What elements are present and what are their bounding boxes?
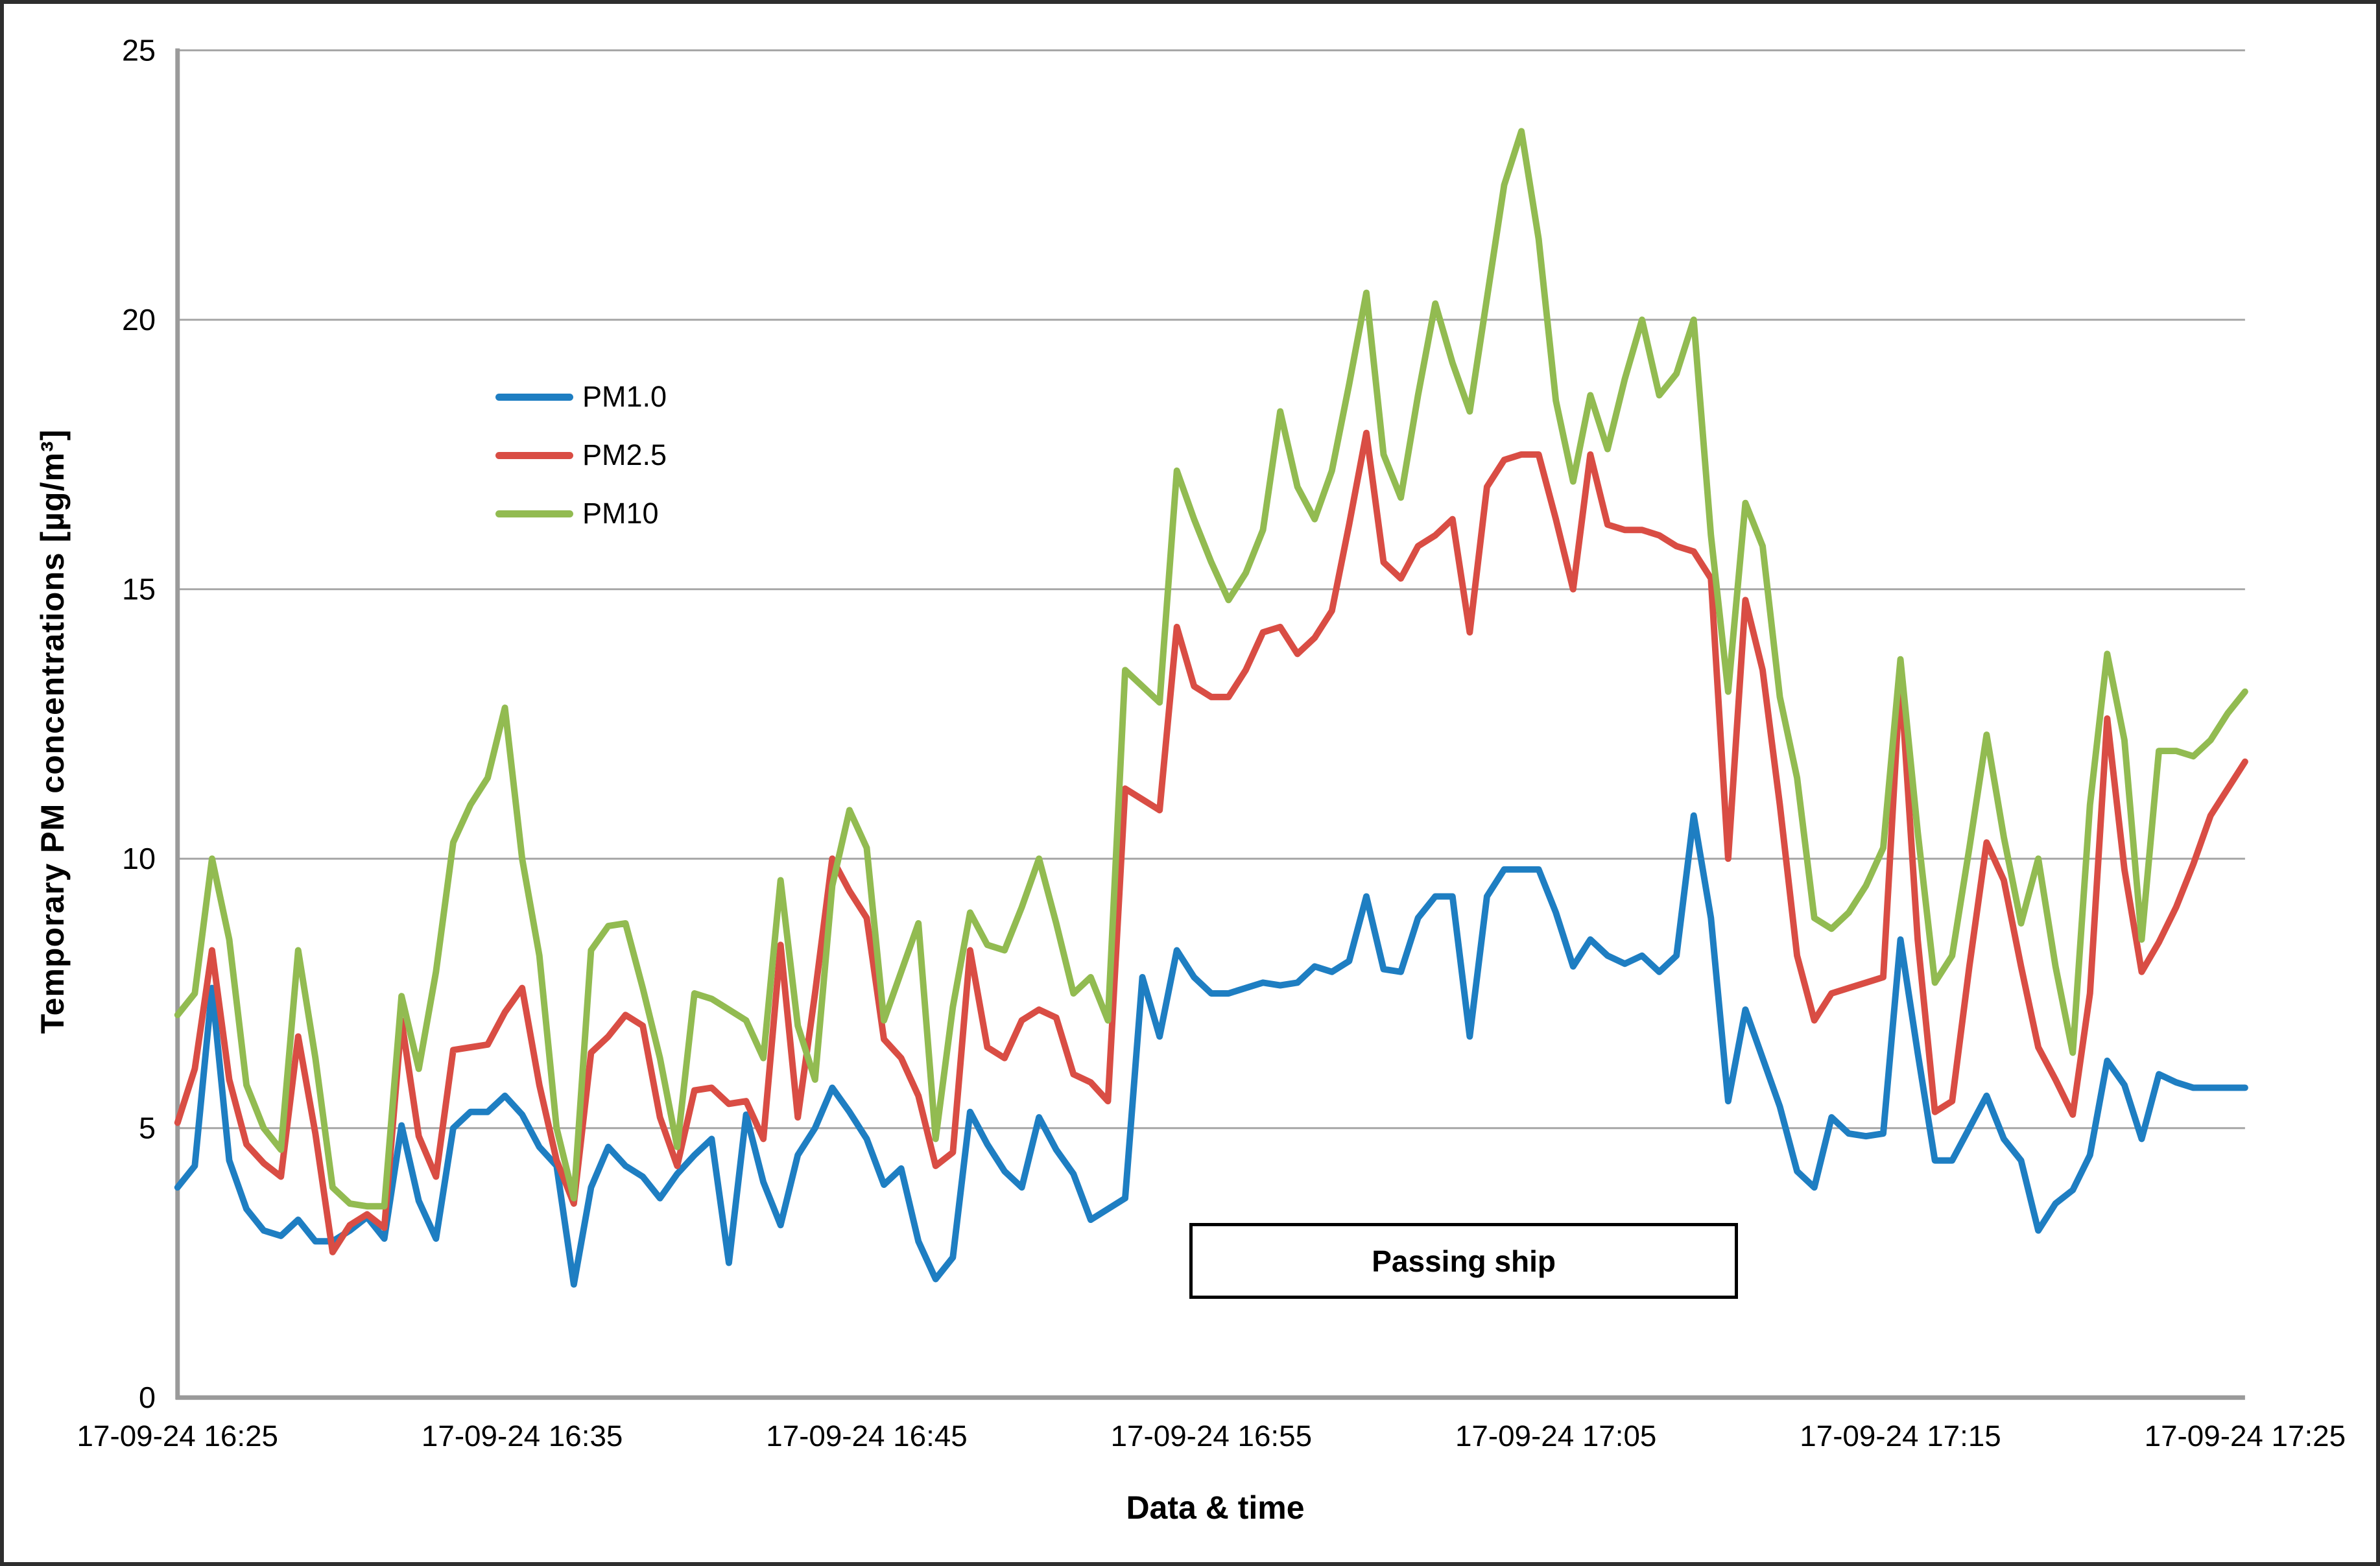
y-tick-label-25: 25 <box>122 34 156 67</box>
x-tick-label-1: 17-09-24 16:35 <box>422 1419 623 1453</box>
y-tick-label-5: 5 <box>139 1111 156 1145</box>
y-tick-label-0: 0 <box>139 1381 156 1414</box>
legend: PM1.0 PM2.5 PM10 <box>495 379 667 532</box>
legend-swatch-icon <box>495 393 573 401</box>
series-line-PM10 <box>174 128 2248 1210</box>
y-tick-label-20: 20 <box>122 303 156 337</box>
x-axis-title: Data & time <box>1126 1489 1305 1526</box>
x-tick-label-4: 17-09-24 17:05 <box>1455 1419 1656 1453</box>
series-line-PM1.0 <box>174 812 2248 1288</box>
y-tick-label-10: 10 <box>122 842 156 875</box>
legend-swatch-icon <box>495 510 573 517</box>
legend-swatch-icon <box>495 451 573 459</box>
legend-label: PM2.5 <box>582 438 667 471</box>
legend-item-PM1.0: PM1.0 <box>495 379 667 415</box>
pm-concentration-line-chart: 0 5 10 15 20 25 17-09-24 16:25 17-09-24 16:35 17… <box>77 34 2346 1453</box>
x-tick-label-5: 17-09-24 17:15 <box>1800 1419 2001 1453</box>
x-tick-label-0: 17-09-24 16:25 <box>77 1419 278 1453</box>
legend-label: PM1.0 <box>582 380 667 413</box>
legend-label: PM10 <box>582 497 659 530</box>
passing-ship-annotation-box: Passing ship <box>1189 1223 1739 1299</box>
y-tick-label-15: 15 <box>122 573 156 606</box>
x-tick-label-2: 17-09-24 16:45 <box>766 1419 967 1453</box>
x-tick-label-6: 17-09-24 17:25 <box>2145 1419 2346 1453</box>
y-axis-title: Temporary PM concentrations [µg/m³] <box>34 429 71 1034</box>
legend-item-PM2.5: PM2.5 <box>495 437 667 473</box>
legend-item-PM10: PM10 <box>495 495 667 532</box>
x-tick-label-3: 17-09-24 16:55 <box>1111 1419 1312 1453</box>
passing-ship-label: Passing ship <box>1372 1244 1556 1278</box>
